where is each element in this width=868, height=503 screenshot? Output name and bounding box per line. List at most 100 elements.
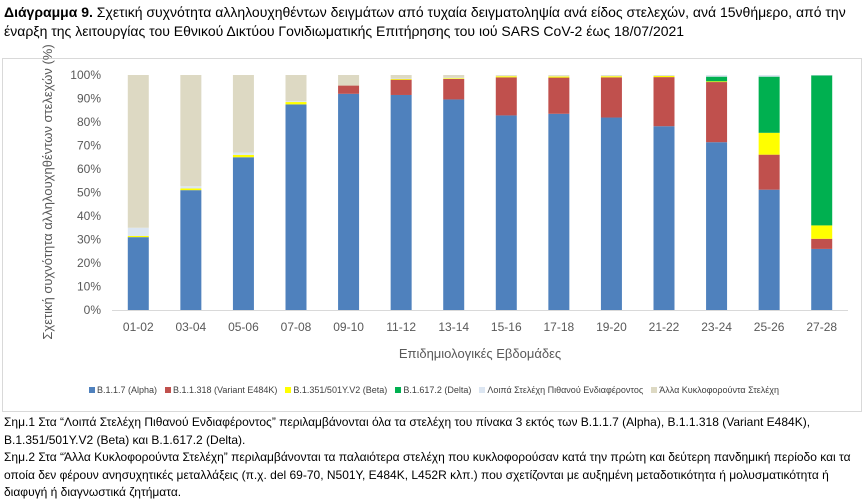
title-text: Σχετική συχνότητα αλληλουχηθέντων δειγμά… [4, 4, 846, 39]
x-tick-label: 15-16 [491, 320, 522, 334]
legend-item: Λοιπά Στελέχη Πιθανού Ενδιαφέροντος [479, 385, 643, 395]
legend-swatch [395, 387, 402, 393]
bar-segment-5 [127, 75, 149, 228]
bar-segment-3 [706, 76, 728, 82]
bar-segment-3 [758, 76, 780, 133]
bar-segment-4 [180, 186, 202, 189]
x-tick-label: 01-02 [123, 320, 154, 334]
legend-label: B.1.1.318 (Variant E484K) [173, 385, 278, 395]
bar-segment-1 [495, 77, 517, 116]
bar-segment-0 [600, 117, 622, 310]
bar-segment-5 [653, 75, 675, 76]
bar-segment-5 [180, 75, 202, 187]
bar-segment-0 [285, 104, 307, 310]
notes: Σημ.1 Στα “Λοιπά Στελέχη Πιθανού Ενδιαφέ… [4, 414, 864, 502]
bar-segment-2 [232, 154, 254, 158]
chart-title: Διάγραμμα 9. Σχετική συχνότητα αλληλουχη… [4, 3, 864, 41]
legend-swatch [651, 387, 658, 393]
y-tick-label: 0% [84, 303, 102, 317]
bar-segment-5 [600, 75, 622, 76]
bar-segment-1 [390, 79, 412, 95]
bar-segment-1 [706, 82, 728, 143]
legend-item: B.1.351/501Y.V2 (Beta) [285, 385, 387, 395]
legend-swatch [479, 387, 486, 393]
bar-segment-0 [127, 237, 149, 310]
bar-segment-1 [758, 154, 780, 190]
legend-label: B.1.617.2 (Delta) [403, 385, 472, 395]
x-tick-label: 17-18 [544, 320, 575, 334]
bar-segment-4 [127, 227, 149, 236]
bar-segment-0 [758, 189, 780, 310]
bar-segment-0 [495, 115, 517, 310]
bar-segment-0 [653, 126, 675, 310]
bar-segment-5 [390, 75, 412, 79]
bar-segment-5 [443, 75, 465, 78]
note-1: Σημ.1 Στα “Λοιπά Στελέχη Πιθανού Ενδιαφέ… [4, 415, 811, 447]
bar-segment-5 [495, 75, 517, 76]
bar-segment-4 [285, 101, 307, 103]
bar-segment-1 [548, 77, 570, 114]
x-tick-label: 25-26 [754, 320, 785, 334]
bar-segment-1 [443, 78, 465, 100]
y-axis-title: Σχετική συχνότητα αλληλουχηθέντων στελεχ… [40, 44, 55, 339]
x-tick-label: 07-08 [281, 320, 312, 334]
legend-label: B.1.1.7 (Alpha) [96, 385, 157, 395]
bar-segment-4 [706, 75, 728, 77]
x-axis-title: Επιδημιολογικές Εβδομάδες [399, 346, 561, 361]
y-tick-label: 80% [77, 115, 101, 129]
bar-segment-4 [600, 75, 622, 77]
bar-segment-2 [600, 76, 622, 78]
bar-segment-2 [548, 76, 570, 78]
y-tick-label: 10% [77, 280, 101, 294]
bar-segment-4 [758, 75, 780, 77]
bar-segment-4 [548, 75, 570, 77]
legend-label: B.1.351/501Y.V2 (Beta) [293, 385, 388, 395]
bar-segment-2 [180, 188, 202, 191]
y-tick-label: 20% [77, 256, 101, 270]
x-tick-label: 23-24 [701, 320, 732, 334]
bar-segment-2 [495, 76, 517, 78]
bar-segment-4 [653, 75, 675, 76]
bar-segment-5 [285, 75, 307, 102]
legend-item: B.1.1.318 (Variant E484K) [165, 385, 277, 395]
x-tick-label: 09-10 [333, 320, 364, 334]
legend-label: Λοιπά Στελέχη Πιθανού Ενδιαφέροντος [487, 385, 644, 395]
legend-item: B.1.617.2 (Delta) [395, 385, 471, 395]
bar-segment-2 [443, 78, 465, 79]
legend: B.1.1.7 (Alpha) B.1.1.318 (Variant E484K)… [0, 385, 868, 395]
y-tick-label: 60% [77, 162, 101, 176]
bar-segment-2 [811, 225, 833, 239]
y-tick-label: 40% [77, 209, 101, 223]
bar-segment-0 [338, 93, 360, 310]
bar-segment-1 [338, 85, 360, 94]
bar-segment-2 [706, 81, 728, 83]
bar-segment-1 [653, 77, 675, 127]
stacked-bar-chart: 0% 10% 20% 30% 40% 50% 60% 70% 80% 90% 100% 01-02 03… [40, 44, 848, 361]
x-tick-label: 21-22 [649, 320, 680, 334]
bar-segment-5 [338, 75, 360, 86]
x-tick-label: 19-20 [596, 320, 627, 334]
bar-segment-5 [232, 75, 254, 153]
bar-segment-4 [495, 75, 517, 77]
bar-segment-0 [706, 142, 728, 310]
note-2: Σημ.2 Στα “Άλλα Κυκλοφορούντα Στελέχη” π… [4, 450, 851, 499]
bar-segment-2 [285, 102, 307, 105]
legend-swatch [88, 387, 95, 393]
chart-frame [2, 58, 862, 412]
bar-segment-1 [811, 238, 833, 249]
y-tick-label: 90% [77, 92, 101, 106]
bar-segment-0 [548, 113, 570, 311]
bar-segment-0 [390, 94, 412, 310]
legend-label: Άλλα Κυκλοφορούντα Στελέχη [659, 385, 780, 395]
bar-segment-0 [443, 99, 465, 310]
bar-segment-4 [232, 152, 254, 155]
legend-swatch [165, 387, 171, 393]
y-tick-label: 50% [77, 186, 101, 200]
bar-segment-0 [811, 248, 833, 310]
x-tick-label: 11-12 [386, 320, 416, 334]
bar-segment-4 [443, 77, 465, 79]
y-tick-label: 30% [77, 233, 101, 247]
bar-segment-1 [600, 77, 622, 118]
bar-segment-4 [390, 78, 412, 80]
x-tick-label: 05-06 [228, 320, 259, 334]
